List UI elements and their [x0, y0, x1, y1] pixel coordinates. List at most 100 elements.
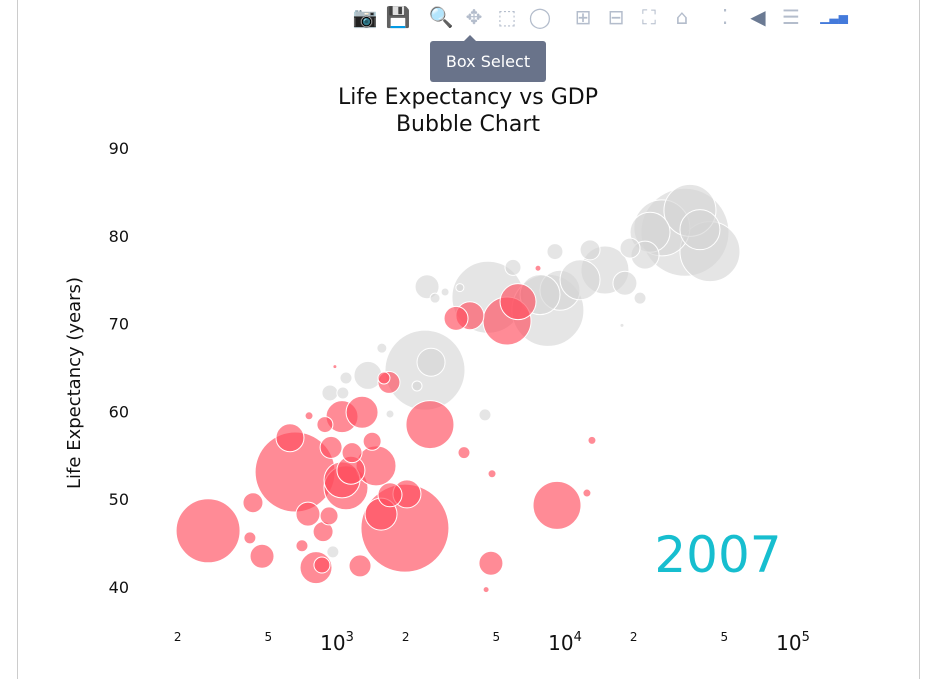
- y-tick-label: 50: [109, 490, 129, 509]
- bubble-unselected[interactable]: [612, 270, 638, 296]
- zoom-button[interactable]: 🔍: [428, 5, 454, 29]
- zoom-in-icon: ⊞: [574, 5, 592, 29]
- plot-frame: [17, 0, 920, 679]
- box-select-icon: ⬚: [497, 5, 517, 29]
- bubble-selected[interactable]: [362, 431, 382, 451]
- bubble-selected[interactable]: [457, 446, 471, 460]
- x-tick-label: 103: [320, 630, 354, 655]
- bubble-selected[interactable]: [499, 283, 537, 321]
- bubble-unselected[interactable]: [385, 409, 395, 419]
- bubble-unselected[interactable]: [321, 384, 339, 402]
- y-axis-label: Life Expectancy (years): [64, 277, 85, 489]
- y-tick-label: 60: [109, 402, 129, 421]
- chart-title-line2: Bubble Chart: [396, 112, 540, 137]
- lasso-icon: ◯: [528, 5, 552, 29]
- zoom-icon: 🔍: [428, 5, 454, 29]
- save-icon: 💾: [385, 5, 411, 29]
- zoom-out-icon: ⊟: [607, 5, 625, 29]
- bubble-unselected[interactable]: [376, 342, 388, 354]
- bubble-selected[interactable]: [377, 482, 403, 508]
- bubble-unselected[interactable]: [633, 291, 647, 305]
- bubble-selected[interactable]: [345, 395, 379, 429]
- hover-closest-icon: ◀: [750, 5, 766, 29]
- pan-icon: ✥: [465, 5, 483, 29]
- bubble-selected[interactable]: [587, 435, 597, 445]
- home-icon: ⌂: [675, 5, 689, 29]
- bubble-selected[interactable]: [332, 364, 338, 370]
- spike-lines-button[interactable]: ⁚: [712, 5, 738, 29]
- bubble-selected[interactable]: [243, 531, 257, 545]
- camera-button[interactable]: 📷: [352, 5, 378, 29]
- autoscale-button[interactable]: ⛶: [636, 5, 662, 29]
- bubble-selected[interactable]: [319, 506, 339, 526]
- x-tick-label: 5: [265, 630, 273, 644]
- bubble-unselected[interactable]: [478, 408, 492, 422]
- y-tick-label: 90: [109, 139, 129, 158]
- bubble-selected[interactable]: [405, 400, 455, 450]
- bubble-selected[interactable]: [295, 539, 309, 553]
- bubble-selected[interactable]: [319, 435, 343, 459]
- chart-title-line1: Life Expectancy vs GDP: [338, 85, 598, 110]
- bubble-unselected[interactable]: [455, 283, 465, 293]
- spike-lines-icon: ⁚: [721, 5, 729, 29]
- hover-compare-button[interactable]: ☰: [778, 5, 804, 29]
- autoscale-icon: ⛶: [642, 5, 656, 29]
- y-tick-label: 80: [109, 227, 129, 246]
- bubble-selected[interactable]: [532, 480, 582, 530]
- pan-button[interactable]: ✥: [461, 5, 487, 29]
- bubble-selected[interactable]: [482, 586, 490, 594]
- bubble-unselected[interactable]: [339, 371, 353, 385]
- x-tick-label: 105: [776, 630, 810, 655]
- bubble-unselected[interactable]: [559, 259, 601, 301]
- zoom-in-button[interactable]: ⊞: [570, 5, 596, 29]
- bubble-unselected[interactable]: [679, 209, 721, 251]
- y-tick-label: 70: [109, 315, 129, 334]
- year-annotation: 2007: [654, 526, 781, 584]
- bubble-unselected[interactable]: [429, 292, 441, 304]
- bubble-selected[interactable]: [341, 442, 363, 464]
- plotly-logo-button[interactable]: ▁▃▅: [820, 5, 848, 29]
- hover-closest-button[interactable]: ◀: [745, 5, 771, 29]
- x-tick-label: 2: [630, 630, 638, 644]
- x-tick-label: 5: [493, 630, 501, 644]
- bubble-selected[interactable]: [443, 305, 469, 331]
- bubble-unselected[interactable]: [414, 274, 440, 300]
- bubble-selected[interactable]: [175, 498, 241, 564]
- bubble-selected[interactable]: [348, 554, 372, 578]
- bubble-unselected[interactable]: [326, 545, 340, 559]
- bubble-selected[interactable]: [534, 264, 542, 272]
- bubble-unselected[interactable]: [546, 243, 564, 261]
- bubble-unselected[interactable]: [411, 380, 423, 392]
- bubble-unselected[interactable]: [336, 386, 350, 400]
- bubble-selected[interactable]: [582, 488, 592, 498]
- bubble-unselected[interactable]: [504, 258, 522, 276]
- bubble-selected[interactable]: [295, 501, 321, 527]
- zoom-out-button[interactable]: ⊟: [603, 5, 629, 29]
- camera-icon: 📷: [352, 5, 378, 29]
- bubble-unselected[interactable]: [619, 237, 641, 259]
- y-tick-label: 40: [109, 578, 129, 597]
- bubble-selected[interactable]: [478, 550, 504, 576]
- bubble-selected[interactable]: [275, 423, 305, 453]
- bubble-selected[interactable]: [377, 371, 391, 385]
- lasso-button[interactable]: ◯: [527, 5, 553, 29]
- bubble-unselected[interactable]: [353, 360, 383, 390]
- x-tick-label: 5: [721, 630, 729, 644]
- bubble-unselected[interactable]: [579, 239, 601, 261]
- bubble-selected[interactable]: [487, 469, 497, 479]
- bubble-unselected[interactable]: [440, 287, 450, 297]
- save-button[interactable]: 💾: [385, 5, 411, 29]
- modebar: 📷 💾 🔍 ✥ ⬚ ◯ ⊞ ⊟ ⛶ ⌂ ⁚ ◀ ☰ ▁▃▅: [352, 4, 854, 30]
- bubble-selected[interactable]: [304, 411, 314, 421]
- plotly-logo-icon: ▁▃▅: [820, 10, 848, 24]
- bubble-selected[interactable]: [313, 556, 331, 574]
- home-button[interactable]: ⌂: [669, 5, 695, 29]
- bubble-unselected[interactable]: [619, 322, 625, 328]
- bubble-selected[interactable]: [242, 492, 264, 514]
- box-select-button[interactable]: ⬚: [494, 5, 520, 29]
- x-tick-label: 104: [548, 630, 582, 655]
- bubble-selected[interactable]: [316, 416, 334, 434]
- bubble-unselected[interactable]: [416, 347, 446, 377]
- bubble-selected[interactable]: [249, 543, 275, 569]
